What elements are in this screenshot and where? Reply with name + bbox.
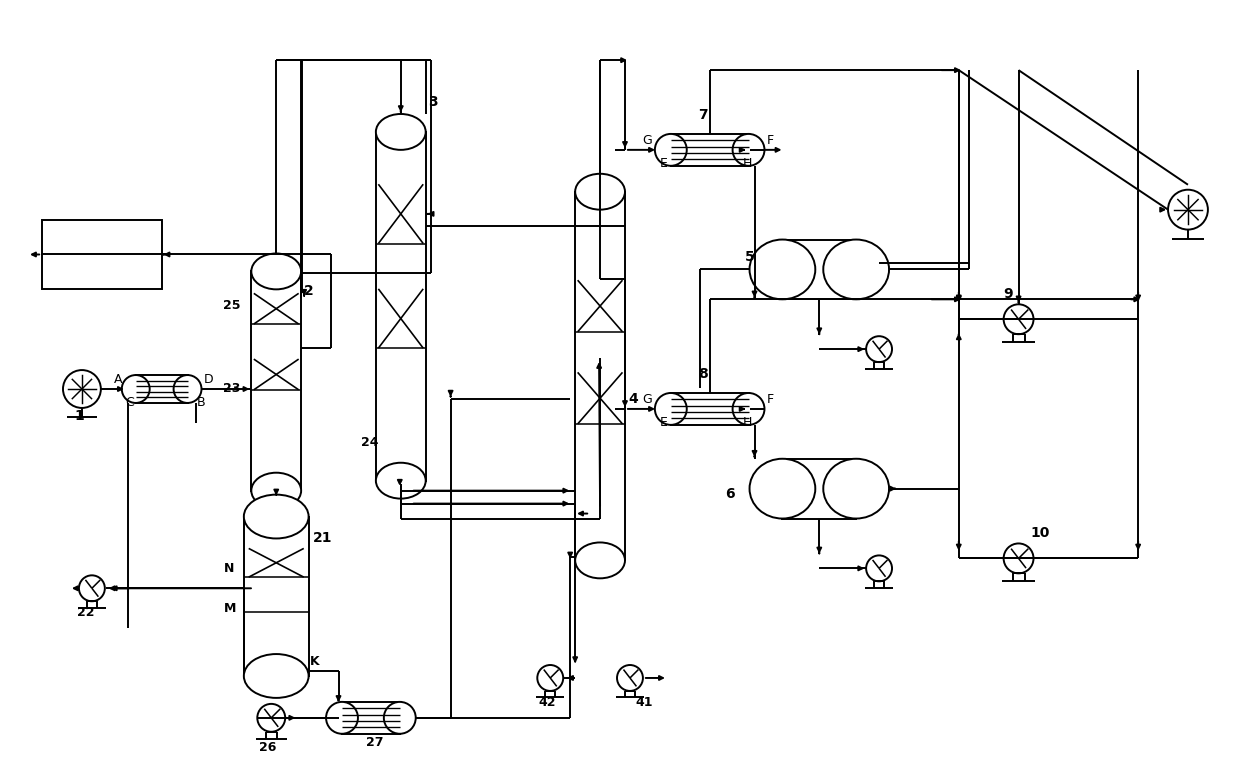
Ellipse shape [244, 495, 309, 538]
Text: D: D [203, 373, 213, 386]
Ellipse shape [384, 702, 415, 734]
Ellipse shape [823, 239, 889, 299]
Text: 26: 26 [259, 741, 277, 754]
Bar [782, 239, 856, 299]
Text: F: F [766, 393, 774, 406]
Text: E: E [660, 416, 667, 429]
Circle shape [866, 337, 892, 362]
Text: 25: 25 [223, 298, 241, 312]
Text: N: N [224, 562, 234, 575]
Ellipse shape [252, 253, 301, 289]
Text: M: M [224, 602, 237, 615]
Text: 27: 27 [366, 735, 383, 749]
Text: 6: 6 [724, 487, 734, 501]
Bar [342, 702, 399, 734]
Ellipse shape [122, 375, 150, 403]
Ellipse shape [244, 654, 309, 698]
Ellipse shape [823, 459, 889, 519]
Bar [135, 375, 187, 403]
Text: G: G [642, 393, 652, 406]
Bar [575, 192, 625, 560]
Text: 4: 4 [627, 392, 637, 406]
Ellipse shape [575, 174, 625, 210]
Text: 21: 21 [312, 531, 332, 545]
Bar [244, 516, 309, 676]
Circle shape [79, 576, 105, 601]
Ellipse shape [376, 114, 425, 150]
Text: 24: 24 [361, 435, 378, 449]
Bar [671, 134, 749, 166]
Text: 41: 41 [635, 696, 652, 709]
Circle shape [618, 665, 642, 691]
Circle shape [537, 665, 563, 691]
Text: H: H [743, 416, 751, 429]
Ellipse shape [733, 134, 765, 166]
Circle shape [1003, 544, 1033, 573]
Text: C: C [125, 396, 134, 409]
Text: 7: 7 [698, 108, 707, 122]
Text: F: F [766, 134, 774, 147]
Ellipse shape [575, 542, 625, 578]
Ellipse shape [326, 702, 358, 734]
Text: 10: 10 [1030, 527, 1050, 541]
Text: A: A [114, 373, 123, 386]
Ellipse shape [655, 393, 687, 425]
Text: 5: 5 [744, 250, 754, 264]
Circle shape [257, 704, 285, 731]
Bar [42, 220, 161, 289]
Bar [782, 459, 856, 519]
Circle shape [1003, 305, 1033, 334]
Circle shape [63, 370, 100, 408]
Text: G: G [642, 134, 652, 147]
Text: 2: 2 [304, 284, 314, 298]
Text: K: K [310, 655, 319, 668]
Ellipse shape [733, 393, 765, 425]
Text: B: B [196, 396, 205, 409]
Ellipse shape [376, 463, 425, 499]
Circle shape [1168, 190, 1208, 230]
Text: H: H [743, 157, 751, 170]
Text: 42: 42 [538, 696, 556, 709]
Ellipse shape [252, 473, 301, 509]
Circle shape [866, 555, 892, 581]
Ellipse shape [749, 459, 816, 519]
Text: 23: 23 [223, 382, 241, 395]
Text: 3: 3 [428, 95, 438, 109]
Text: 9: 9 [1003, 287, 1013, 301]
Ellipse shape [749, 239, 816, 299]
Bar [671, 393, 749, 425]
Text: 22: 22 [77, 606, 94, 619]
Ellipse shape [174, 375, 201, 403]
Text: 1: 1 [74, 409, 84, 423]
Text: 8: 8 [698, 367, 708, 381]
Bar [376, 132, 425, 481]
Ellipse shape [655, 134, 687, 166]
Bar [252, 271, 301, 491]
Text: E: E [660, 157, 667, 170]
